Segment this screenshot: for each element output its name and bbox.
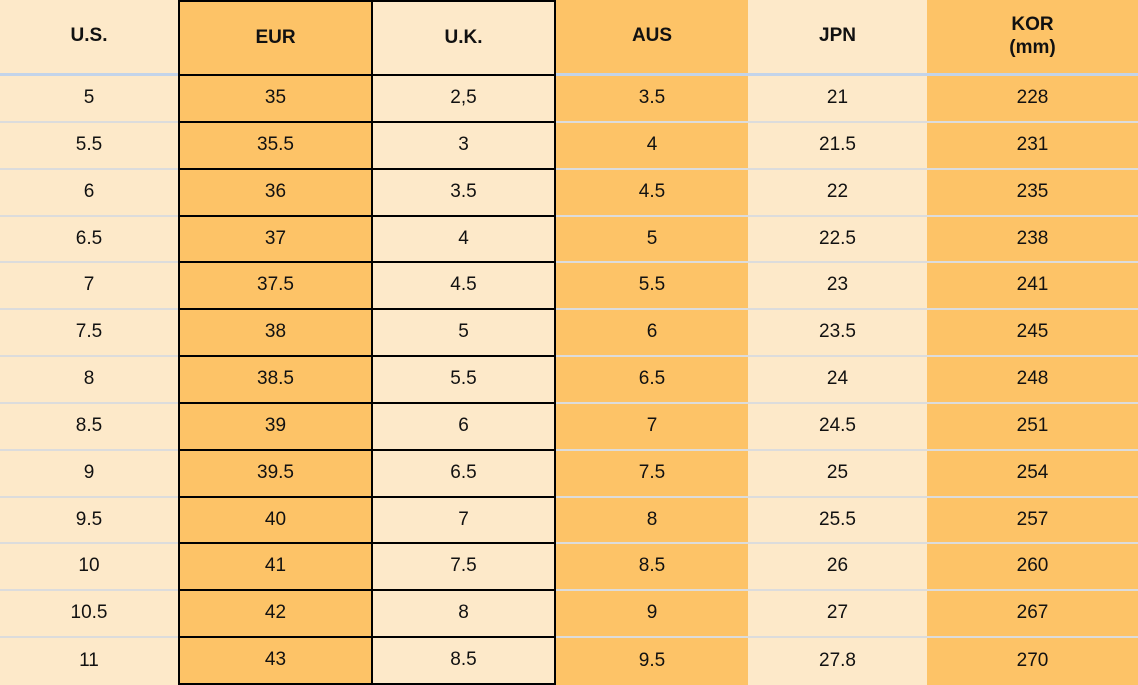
table-cell: 39.5	[178, 450, 373, 498]
table-cell: 22.5	[748, 216, 927, 264]
table-cell: 7.5	[556, 450, 748, 498]
table-cell: 248	[927, 357, 1138, 404]
table-cell: 9	[556, 591, 748, 639]
table-cell: 7	[373, 497, 556, 545]
table-cell: 43	[178, 638, 373, 685]
table-cell: 9.5	[556, 638, 748, 685]
column-header-kor: KOR (mm)	[927, 0, 1138, 76]
table-cell: 3	[373, 122, 556, 170]
table-cell: 5	[373, 310, 556, 358]
table-cell: 38	[178, 310, 373, 358]
table-cell: 6	[0, 169, 178, 217]
column-header-jpn-label: JPN	[819, 25, 856, 47]
column-header-aus: AUS	[556, 0, 748, 76]
table-cell: 245	[927, 310, 1138, 358]
table-cell: 41	[178, 544, 373, 592]
table-cell: 42	[178, 591, 373, 639]
table-cell: 5.5	[0, 122, 178, 170]
table-cell: 8.5	[373, 638, 556, 685]
table-cell: 5.5	[373, 357, 556, 404]
table-cell: 25	[748, 450, 927, 498]
column-header-us: U.S.	[0, 0, 178, 76]
table-cell: 35.5	[178, 122, 373, 170]
table-cell: 8	[0, 357, 178, 404]
table-cell: 8	[556, 497, 748, 545]
table-cell: 27	[748, 591, 927, 639]
column-header-us-label: U.S.	[70, 25, 108, 47]
table-cell: 6.5	[373, 450, 556, 498]
table-cell: 241	[927, 263, 1138, 311]
table-cell: 6	[373, 403, 556, 451]
table-cell: 10.5	[0, 591, 178, 639]
table-cell: 260	[927, 544, 1138, 592]
table-cell: 24	[748, 357, 927, 404]
table-cell: 4.5	[373, 263, 556, 311]
table-cell: 24.5	[748, 403, 927, 451]
table-cell: 7	[0, 263, 178, 311]
table-cell: 4	[556, 122, 748, 170]
table-cell: 2,5	[373, 76, 556, 123]
table-cell: 5.5	[556, 263, 748, 311]
table-cell: 4.5	[556, 169, 748, 217]
table-cell: 23.5	[748, 310, 927, 358]
table-cell: 3.5	[556, 76, 748, 123]
table-cell: 22	[748, 169, 927, 217]
table-cell: 267	[927, 591, 1138, 639]
table-cell: 231	[927, 122, 1138, 170]
column-header-kor-label: KOR	[1011, 13, 1054, 35]
table-cell: 27.8	[748, 638, 927, 685]
table-cell: 5	[556, 216, 748, 264]
table-cell: 7.5	[0, 310, 178, 358]
table-cell: 251	[927, 403, 1138, 451]
table-cell: 38.5	[178, 357, 373, 404]
column-header-jpn: JPN	[748, 0, 927, 76]
table-cell: 40	[178, 497, 373, 545]
column-header-aus-label: AUS	[631, 25, 673, 47]
table-cell: 37.5	[178, 263, 373, 311]
table-cell: 7	[556, 403, 748, 451]
table-cell: 3.5	[373, 169, 556, 217]
table-cell: 11	[0, 638, 178, 685]
table-cell: 228	[927, 76, 1138, 123]
table-cell: 37	[178, 216, 373, 264]
column-header-eur-label: EUR	[255, 26, 296, 48]
column-header-kor-unit: (mm)	[1009, 36, 1056, 58]
table-cell: 257	[927, 497, 1138, 545]
table-cell: 21.5	[748, 122, 927, 170]
column-header-uk-label: U.K.	[444, 26, 483, 48]
table-cell: 39	[178, 403, 373, 451]
table-cell: 8.5	[0, 403, 178, 451]
table-cell: 9.5	[0, 497, 178, 545]
table-cell: 23	[748, 263, 927, 311]
table-cell: 21	[748, 76, 927, 123]
table-cell: 6.5	[556, 357, 748, 404]
table-cell: 26	[748, 544, 927, 592]
table-cell: 8	[373, 591, 556, 639]
table-cell: 10	[0, 544, 178, 592]
column-header-uk: U.K.	[373, 0, 556, 76]
table-cell: 7.5	[373, 544, 556, 592]
table-cell: 5	[0, 76, 178, 123]
table-cell: 9	[0, 450, 178, 498]
table-cell: 36	[178, 169, 373, 217]
table-cell: 6	[556, 310, 748, 358]
table-cell: 6.5	[0, 216, 178, 264]
table-cell: 254	[927, 450, 1138, 498]
table-cell: 238	[927, 216, 1138, 264]
table-cell: 4	[373, 216, 556, 264]
table-cell: 235	[927, 169, 1138, 217]
table-cell: 35	[178, 76, 373, 123]
table-cell: 270	[927, 638, 1138, 685]
table-cell: 8.5	[556, 544, 748, 592]
table-cell: 25.5	[748, 497, 927, 545]
column-header-eur: EUR	[178, 0, 373, 76]
